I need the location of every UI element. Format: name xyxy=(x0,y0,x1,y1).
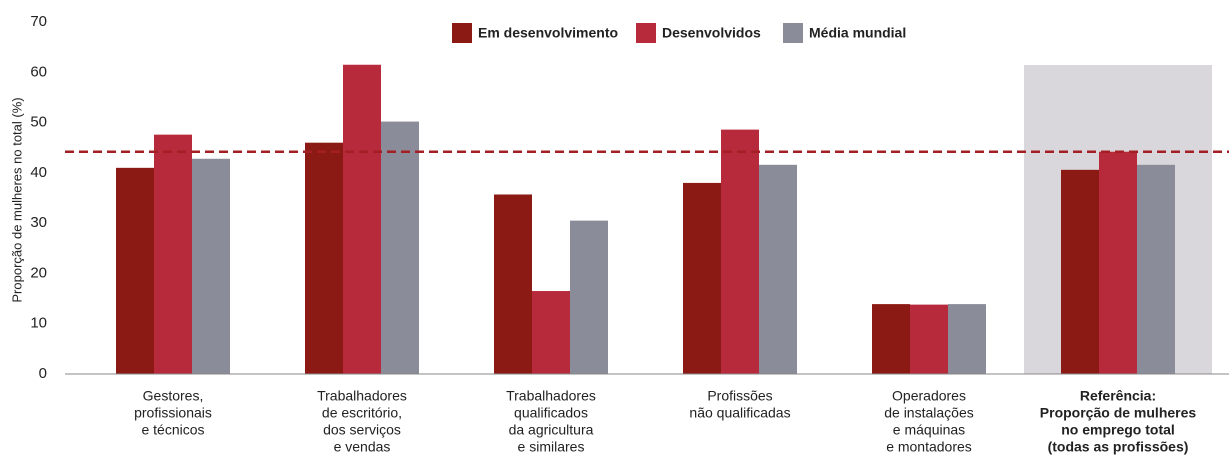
bar xyxy=(192,158,230,374)
bar xyxy=(381,121,419,375)
x-tick-label: dos serviços xyxy=(323,422,401,438)
bar xyxy=(116,167,154,374)
bar xyxy=(154,134,192,374)
x-tick-label: (todas as profissões) xyxy=(1048,439,1189,455)
x-tick-label: Operadores xyxy=(892,388,966,404)
bar xyxy=(494,194,532,374)
y-axis-label: Proporção de mulheres no total (%) xyxy=(9,97,24,302)
bar xyxy=(305,142,343,374)
y-tick-label: 30 xyxy=(30,214,47,231)
y-tick-label: 50 xyxy=(30,114,47,131)
bar xyxy=(948,304,986,374)
x-tick-label: Trabalhadores xyxy=(317,388,407,404)
bar xyxy=(759,164,797,374)
y-tick-label: 40 xyxy=(30,164,47,181)
bar xyxy=(721,129,759,374)
x-tick-label: de instalações xyxy=(884,405,974,421)
x-tick-label: Profissões xyxy=(707,388,772,404)
bar xyxy=(1099,151,1137,374)
bar xyxy=(1137,164,1175,374)
x-tick-label: da agricultura xyxy=(509,422,594,438)
x-tick-label: Trabalhadores xyxy=(506,388,596,404)
bar xyxy=(343,64,381,374)
x-tick-label: no emprego total xyxy=(1061,422,1175,438)
x-tick-label: Gestores, xyxy=(143,388,204,404)
x-tick-label: e montadores xyxy=(886,439,972,455)
x-tick-label: de escritório, xyxy=(322,405,402,421)
y-tick-label: 70 xyxy=(30,13,47,30)
bar xyxy=(910,304,948,374)
y-tick-label: 0 xyxy=(39,365,47,382)
legend-label: Média mundial xyxy=(809,25,906,41)
y-tick-label: 60 xyxy=(30,63,47,80)
x-tick-label: e vendas xyxy=(334,439,391,455)
x-tick-label: não qualificadas xyxy=(689,405,790,421)
x-tick-label: e técnicos xyxy=(141,422,204,438)
x-tick-label: e similares xyxy=(518,439,585,455)
x-tick-label: e máquinas xyxy=(893,422,965,438)
legend-swatch xyxy=(452,23,472,43)
legend-swatch xyxy=(783,23,803,43)
bar xyxy=(570,220,608,374)
x-tick-label: qualificados xyxy=(514,405,588,421)
bar xyxy=(872,304,910,374)
bar xyxy=(683,182,721,374)
y-tick-label: 20 xyxy=(30,264,47,281)
legend-label: Desenvolvidos xyxy=(662,25,761,41)
legend-swatch xyxy=(636,23,656,43)
x-tick-label: profissionais xyxy=(134,405,212,421)
legend-label: Em desenvolvimento xyxy=(478,25,618,41)
x-tick-label: Referência: xyxy=(1080,388,1156,404)
bar xyxy=(1061,169,1099,374)
x-tick-label: Proporção de mulheres xyxy=(1040,405,1197,421)
y-tick-label: 10 xyxy=(30,315,47,332)
bar xyxy=(532,291,570,374)
